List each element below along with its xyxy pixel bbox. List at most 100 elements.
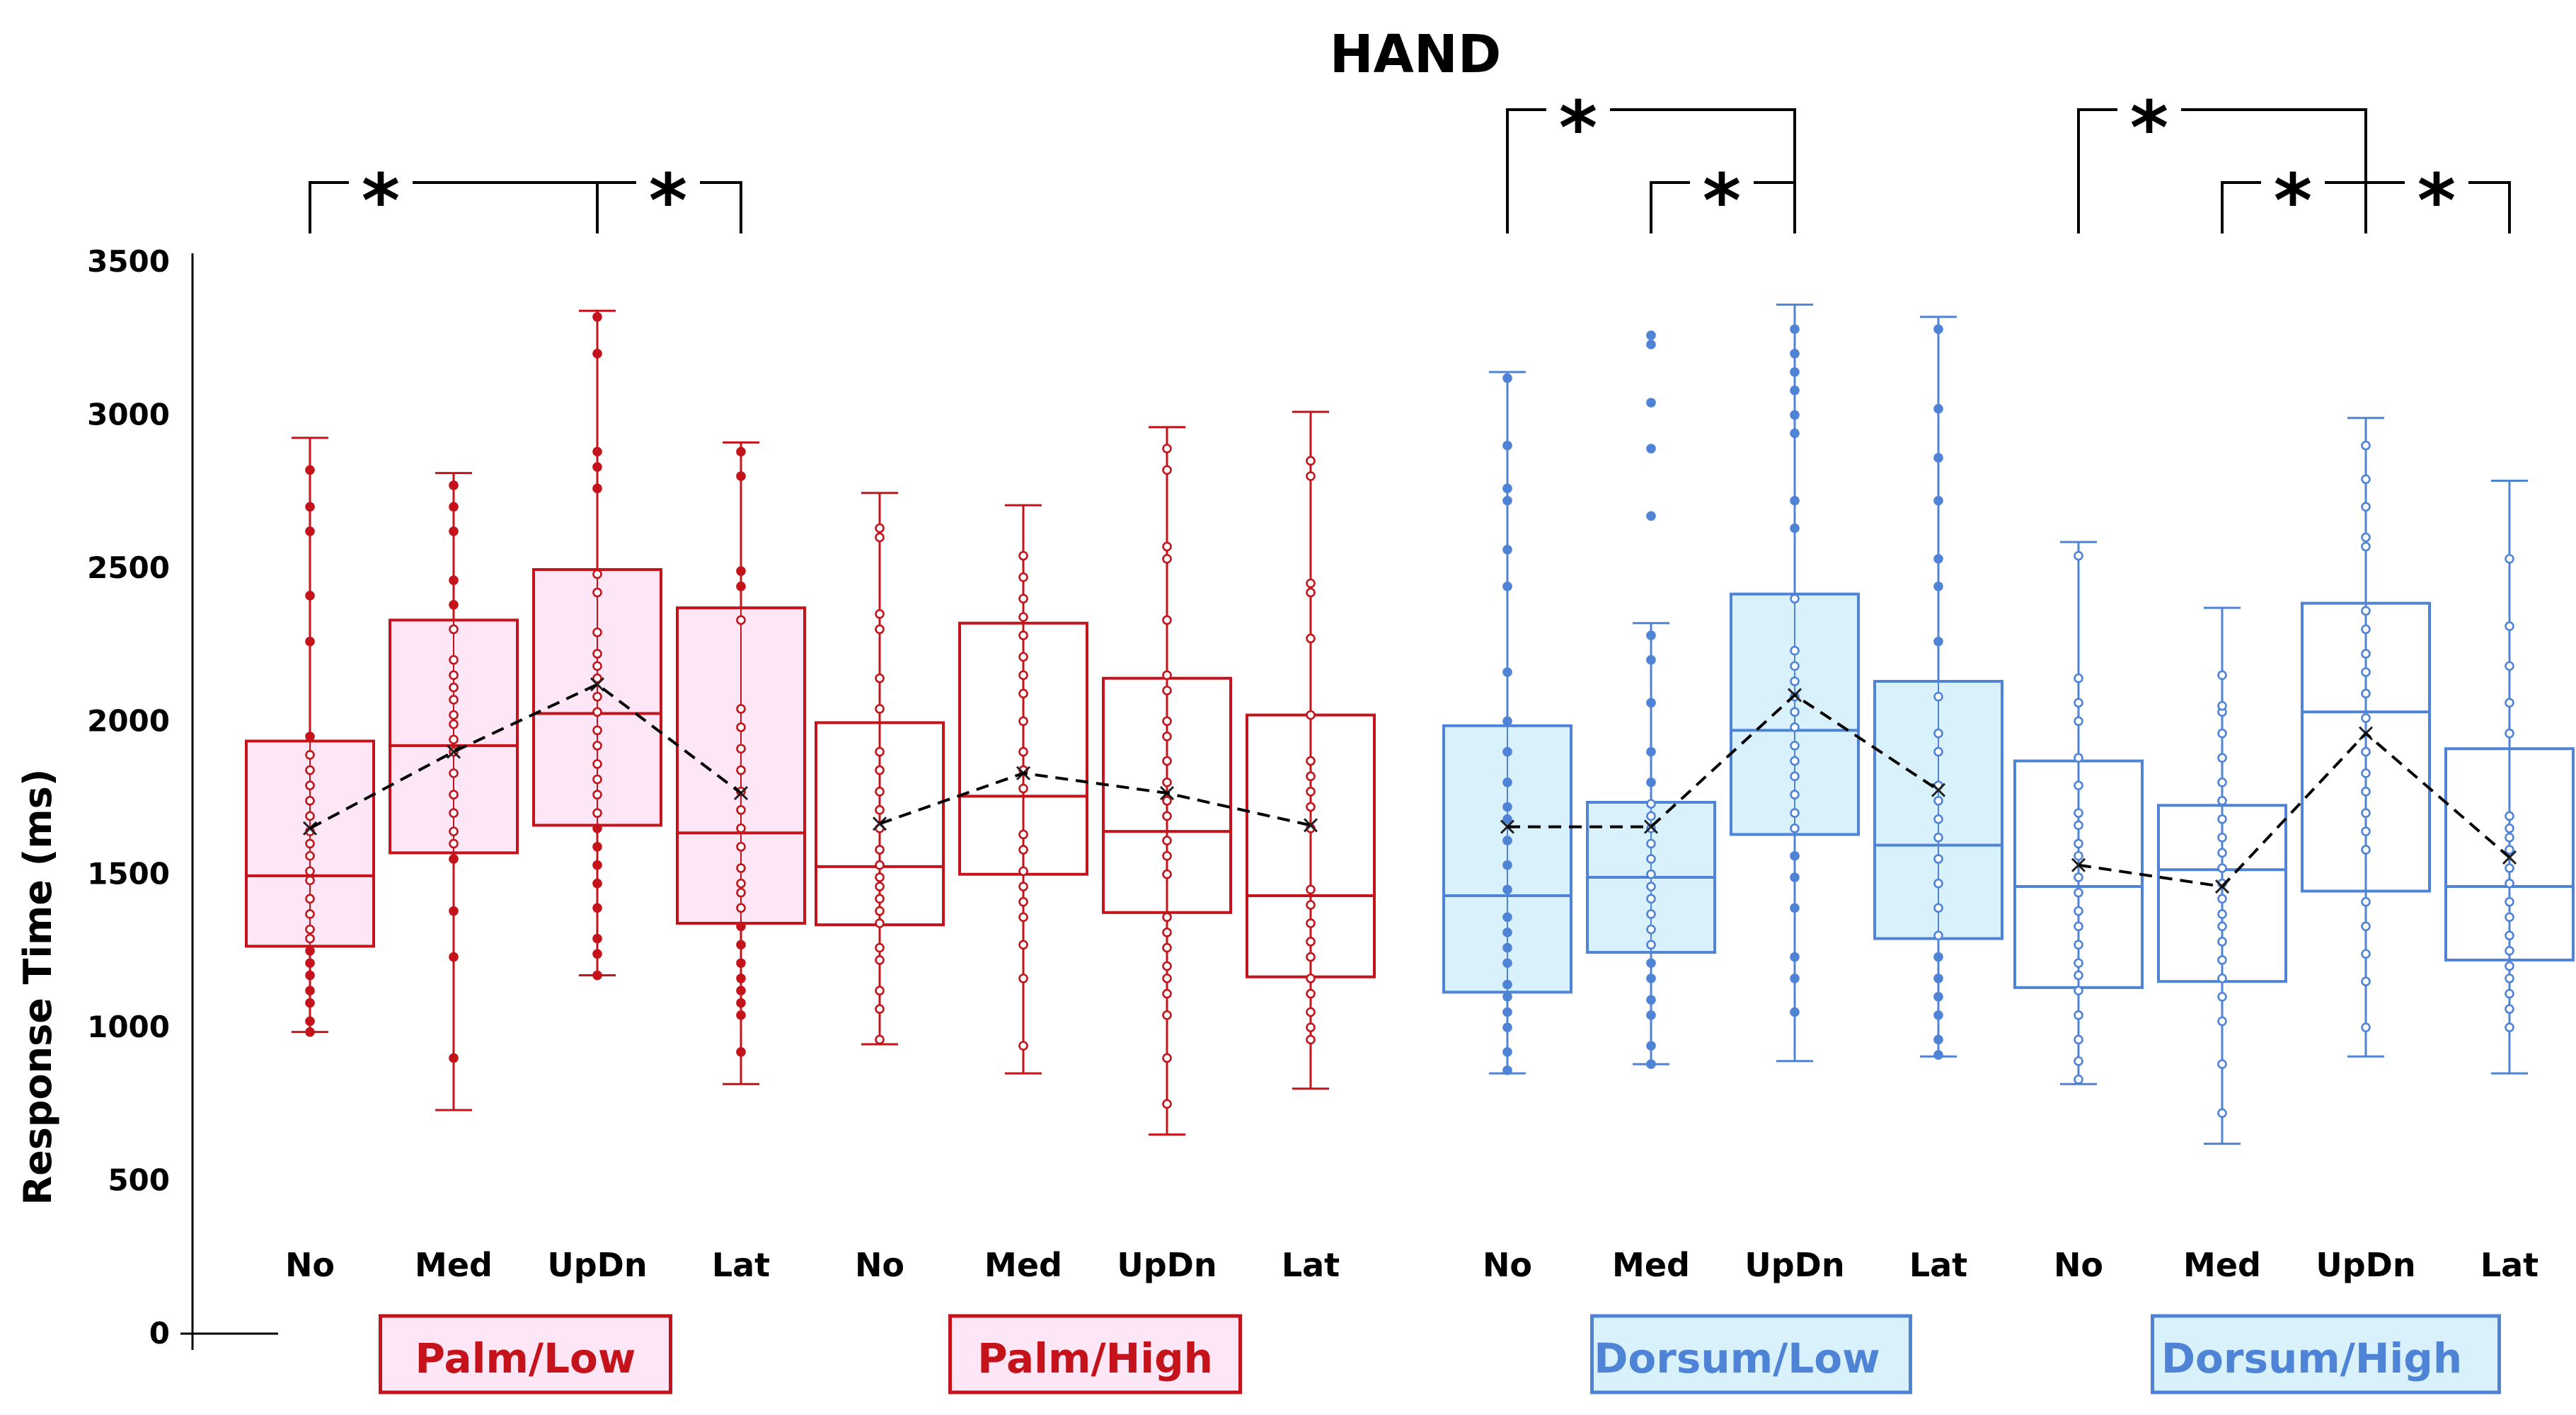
data-point xyxy=(2217,1016,2227,1027)
data-point xyxy=(1790,1007,1800,1017)
data-point xyxy=(1790,324,1800,335)
data-point xyxy=(875,1034,885,1045)
data-point xyxy=(2361,826,2371,836)
data-point xyxy=(1502,495,1512,506)
data-point xyxy=(449,854,459,864)
group-label-box xyxy=(2151,1314,2501,1394)
bracket-left xyxy=(1650,181,1690,233)
data-point xyxy=(2074,1010,2083,1020)
data-point xyxy=(875,872,885,882)
data-point xyxy=(449,670,459,681)
group-label-box xyxy=(1590,1314,1912,1394)
data-point xyxy=(592,790,602,799)
data-point xyxy=(875,746,885,757)
data-point xyxy=(2074,970,2083,981)
data-point xyxy=(305,924,315,935)
data-point xyxy=(1162,961,1172,971)
data-point xyxy=(1790,495,1800,506)
data-point xyxy=(1933,1034,1943,1045)
category-label: Med xyxy=(415,1246,493,1284)
data-point xyxy=(1306,787,1316,797)
data-point xyxy=(305,866,315,877)
data-point xyxy=(736,744,746,754)
data-point xyxy=(1018,882,1028,891)
data-point xyxy=(1646,1010,1656,1020)
data-point xyxy=(305,526,315,536)
data-point xyxy=(2361,896,2371,907)
data-point xyxy=(1646,444,1656,454)
bracket-left xyxy=(2221,181,2261,233)
data-point xyxy=(1018,670,1028,681)
data-point xyxy=(305,750,315,760)
data-point xyxy=(1933,903,1943,913)
box-med xyxy=(389,472,519,1111)
data-point xyxy=(736,841,746,852)
data-point xyxy=(2217,909,2227,919)
data-point xyxy=(875,986,885,995)
data-point xyxy=(1018,866,1028,877)
significance-star: * xyxy=(362,158,400,244)
data-point xyxy=(736,887,746,898)
data-point xyxy=(875,523,885,533)
data-point xyxy=(1933,691,1943,702)
data-point xyxy=(1018,594,1028,603)
data-point xyxy=(1790,722,1800,732)
data-point xyxy=(1162,686,1172,695)
data-point xyxy=(449,719,459,729)
data-point xyxy=(2505,554,2514,564)
data-point xyxy=(2505,896,2514,907)
data-point xyxy=(1502,836,1512,845)
bracket-left xyxy=(1506,108,1546,233)
data-point xyxy=(449,654,459,665)
box-lat xyxy=(2444,479,2575,1075)
box-med xyxy=(2157,606,2287,1145)
bracket-right xyxy=(1754,181,1796,233)
data-point xyxy=(1502,1046,1512,1057)
data-point xyxy=(305,1016,315,1027)
data-point xyxy=(736,566,746,576)
data-point xyxy=(305,796,315,806)
data-point xyxy=(449,838,459,849)
data-point xyxy=(2217,753,2227,763)
group-label-palm-low: Palm/Low xyxy=(379,1314,672,1394)
data-point xyxy=(1646,698,1656,708)
y-tick-label: 3000 xyxy=(87,397,170,432)
box-group-palm-low xyxy=(245,309,806,1111)
data-point xyxy=(592,949,602,959)
category-label: Lat xyxy=(2480,1246,2538,1284)
data-point xyxy=(1162,1099,1172,1109)
data-point xyxy=(592,725,602,736)
data-point xyxy=(1502,928,1512,937)
data-point xyxy=(1306,471,1316,481)
significance-star: * xyxy=(2417,158,2456,244)
data-point xyxy=(875,805,885,815)
mean-marker xyxy=(1303,818,1318,833)
data-point xyxy=(1790,952,1800,962)
data-point xyxy=(2505,988,2514,999)
data-point xyxy=(1018,612,1028,622)
data-point xyxy=(2505,946,2514,956)
data-point xyxy=(1646,995,1656,1005)
y-tick-label: 2000 xyxy=(87,703,170,738)
box-group-dorsum-high xyxy=(2013,417,2575,1145)
data-point xyxy=(2505,912,2514,923)
data-point xyxy=(2505,845,2514,855)
data-point xyxy=(305,765,315,775)
data-point xyxy=(736,582,746,591)
data-point xyxy=(2217,814,2227,824)
data-point xyxy=(1790,661,1800,671)
data-point xyxy=(1306,900,1316,910)
data-point xyxy=(2505,811,2514,821)
data-point xyxy=(1162,615,1172,625)
data-point xyxy=(2505,863,2514,873)
data-point xyxy=(305,946,315,956)
data-point xyxy=(2074,921,2083,932)
data-point xyxy=(2505,974,2514,983)
data-point xyxy=(1162,942,1172,953)
data-point xyxy=(1933,1050,1943,1060)
data-point xyxy=(305,636,315,647)
data-point xyxy=(1646,869,1656,879)
data-point xyxy=(1790,385,1800,395)
data-point xyxy=(2361,787,2371,797)
box-lat xyxy=(1246,410,1376,1090)
